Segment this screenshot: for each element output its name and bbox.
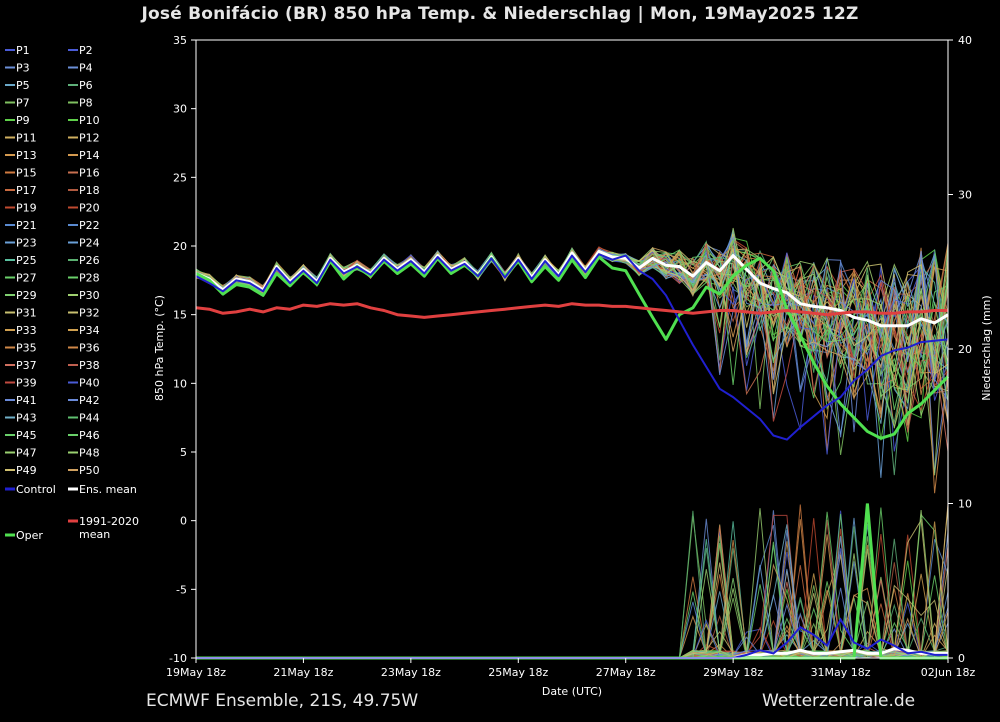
- legend-label-p29: P29: [16, 289, 37, 302]
- legend-label-p7: P7: [16, 97, 30, 110]
- y2-axis-label: Niederschlag (mm): [980, 295, 993, 400]
- x-axis-label: Date (UTC): [542, 685, 602, 698]
- legend-label-p47: P47: [16, 447, 37, 460]
- legend-label-p27: P27: [16, 272, 37, 285]
- y2-tick-label: 10: [958, 498, 972, 511]
- legend-label-p31: P31: [16, 307, 37, 320]
- legend-label-control: Control: [16, 483, 56, 496]
- legend-label-p5: P5: [16, 79, 30, 92]
- legend: P1 P2 P3 P4 P5 P6 P7 P8 P9 P10 P11 P12 P13 P14 P15 P16 P…: [5, 44, 139, 542]
- legend-label-p24: P24: [79, 237, 100, 250]
- x-tick-label: 25May 18z: [488, 666, 548, 679]
- y-tick-label: 0: [180, 515, 187, 528]
- y-tick-label: -5: [176, 583, 187, 596]
- legend-label-p30: P30: [79, 289, 100, 302]
- legend-label-p49: P49: [16, 464, 37, 477]
- legend-label-p19: P19: [16, 202, 37, 215]
- legend-label-p43: P43: [16, 412, 37, 425]
- legend-label-p18: P18: [79, 184, 100, 197]
- legend-label-line: 1991-2020: [79, 515, 139, 528]
- legend-label-p23: P23: [16, 237, 37, 250]
- y2-tick-label: 40: [958, 34, 972, 47]
- y-tick-label: 10: [173, 377, 187, 390]
- legend-label-p13: P13: [16, 149, 37, 162]
- legend-label-p39: P39: [16, 377, 37, 390]
- legend-label-p14: P14: [79, 149, 100, 162]
- legend-label-p42: P42: [79, 394, 100, 407]
- member-lines: [195, 227, 949, 494]
- legend-label-oper: Oper: [16, 529, 43, 542]
- y-tick-label: -10: [169, 652, 187, 665]
- legend-label-p46: P46: [79, 429, 100, 442]
- legend-label-p25: P25: [16, 254, 37, 267]
- control-line: [195, 253, 949, 441]
- legend-label-p22: P22: [79, 219, 100, 232]
- legend-label-p45: P45: [16, 429, 37, 442]
- x-tick-label: 27May 18z: [596, 666, 656, 679]
- legend-label-p10: P10: [79, 114, 100, 127]
- legend-label-p8: P8: [79, 97, 93, 110]
- x-tick-label: 31May 18z: [811, 666, 871, 679]
- legend-label-p38: P38: [79, 359, 100, 372]
- legend-label-p3: P3: [16, 62, 30, 75]
- legend-label-p1: P1: [16, 44, 30, 57]
- legend-label-p41: P41: [16, 394, 37, 407]
- legend-label-p6: P6: [79, 79, 93, 92]
- member-precip-p45: [196, 511, 949, 659]
- x-tick-label: 23May 18z: [381, 666, 441, 679]
- legend-label-p26: P26: [79, 254, 100, 267]
- member-line-p30: [195, 227, 949, 476]
- y2-tick-label: 30: [958, 189, 972, 202]
- legend-label-p44: P44: [79, 412, 100, 425]
- legend-label-p12: P12: [79, 132, 100, 145]
- oper-line: [195, 255, 950, 440]
- x-tick-label: 29May 18z: [703, 666, 763, 679]
- y-tick-label: 25: [173, 171, 187, 184]
- x-tick-label: 21May 18z: [273, 666, 333, 679]
- y-tick-label: 35: [173, 34, 187, 47]
- legend-label-p33: P33: [16, 324, 37, 337]
- legend-label-1991-2020-mean: 1991-2020 mean: [79, 515, 139, 541]
- legend-label-p28: P28: [79, 272, 100, 285]
- legend-label-p37: P37: [16, 359, 37, 372]
- legend-label-p2: P2: [79, 44, 93, 57]
- legend-label-p9: P9: [16, 114, 30, 127]
- 1991-2020-mean-line: [195, 302, 948, 319]
- legend-label-line: mean: [79, 528, 110, 541]
- legend-label-p11: P11: [16, 132, 37, 145]
- legend-label-p20: P20: [79, 202, 100, 215]
- footer-source: ECMWF Ensemble, 21S, 49.75W: [146, 691, 419, 711]
- y-tick-label: 30: [173, 103, 187, 116]
- y-tick-label: 5: [180, 446, 187, 459]
- legend-label-p50: P50: [79, 464, 100, 477]
- y2-tick-label: 20: [958, 343, 972, 356]
- axes: 35 30 25 20 15 10 5 0 -5 -10 40 30 20 10 0 19May 18z 21M…: [166, 34, 975, 679]
- legend-label-p4: P4: [79, 62, 93, 75]
- member-line-p35: [195, 245, 949, 494]
- legend-label-p40: P40: [79, 377, 100, 390]
- legend-label-p36: P36: [79, 342, 100, 355]
- x-tick-label: 19May 18z: [166, 666, 226, 679]
- legend-label-p34: P34: [79, 324, 100, 337]
- y2-tick-label: 0: [958, 652, 965, 665]
- y-tick-label: 20: [173, 240, 187, 253]
- legend-label-p35: P35: [16, 342, 37, 355]
- legend-label-p48: P48: [79, 447, 100, 460]
- y-axis-label: 850 hPa Temp. (°C): [153, 295, 166, 401]
- x-tick-label: 02Jun 18z: [921, 666, 976, 679]
- chart-title: José Bonifácio (BR) 850 hPa Temp. & Nied…: [141, 4, 859, 24]
- legend-label-ens-mean: Ens. mean: [79, 483, 137, 496]
- precip-lines: [196, 503, 949, 660]
- y-tick-label: 15: [173, 309, 187, 322]
- legend-label-p21: P21: [16, 219, 37, 232]
- legend-label-p15: P15: [16, 167, 37, 180]
- legend-label-p32: P32: [79, 307, 100, 320]
- legend-label-p16: P16: [79, 167, 100, 180]
- legend-label-p17: P17: [16, 184, 37, 197]
- footer-brand: Wetterzentrale.de: [762, 691, 916, 711]
